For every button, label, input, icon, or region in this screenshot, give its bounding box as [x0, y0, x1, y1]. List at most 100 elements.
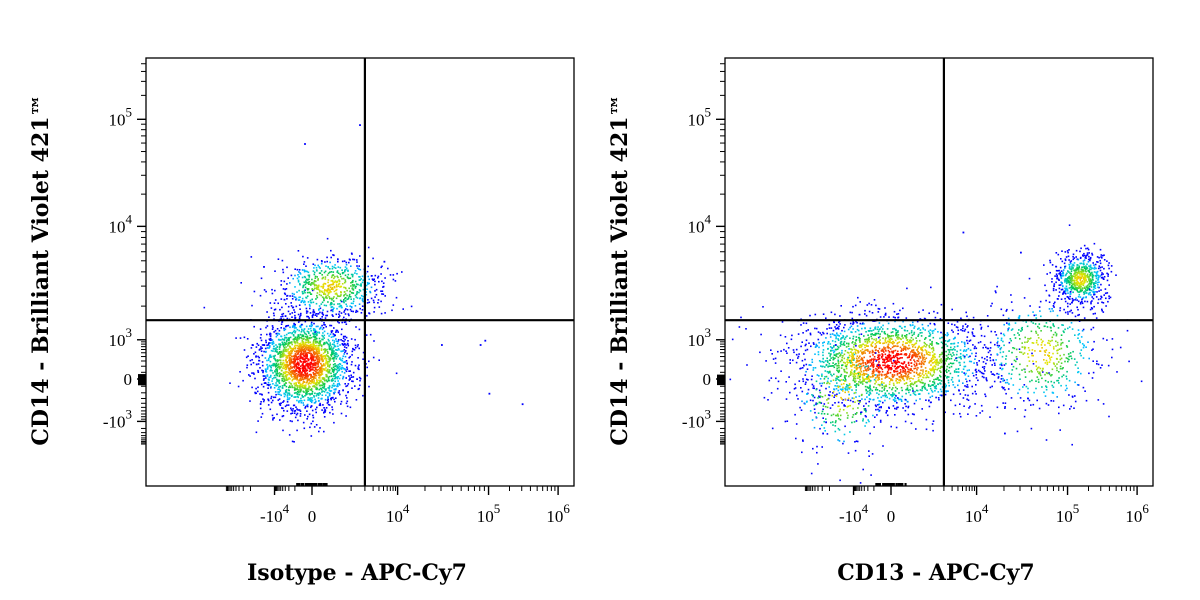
event-dot [319, 373, 322, 376]
event-dot [327, 368, 329, 371]
event-dot [302, 370, 304, 373]
event-dot [828, 394, 831, 397]
event-dot [876, 389, 879, 391]
event-dot [777, 350, 779, 353]
event-dot [860, 358, 862, 361]
event-dot [257, 363, 260, 365]
event-dot [837, 401, 840, 404]
event-dot [297, 313, 300, 316]
event-dot [270, 397, 272, 400]
event-dot [326, 290, 328, 293]
event-dot [307, 375, 309, 378]
event-dot [877, 365, 879, 368]
event-dot [382, 282, 385, 284]
event-dot [858, 402, 860, 405]
event-dot [350, 285, 352, 287]
event-dot [331, 397, 333, 399]
event-dot [836, 385, 838, 387]
event-dot [989, 416, 991, 418]
event-dot [333, 398, 335, 401]
event-dot [930, 369, 932, 372]
event-dot [333, 388, 335, 391]
event-dot [304, 291, 306, 294]
event-dot [855, 357, 858, 360]
event-dot [898, 341, 901, 343]
event-dot [913, 351, 916, 354]
event-dot [304, 357, 307, 359]
event-dot [308, 382, 310, 385]
event-dot [891, 394, 893, 396]
event-dot [926, 344, 928, 346]
event-dot [869, 398, 872, 401]
event-dot [356, 267, 359, 269]
event-dot [888, 406, 890, 409]
event-dot [306, 354, 308, 356]
event-dot [354, 272, 356, 274]
event-dot [855, 320, 857, 323]
event-dot [318, 359, 321, 361]
event-dot [300, 373, 303, 376]
event-dot [297, 349, 300, 352]
event-dot [929, 385, 932, 387]
event-dot [915, 364, 918, 367]
event-dot [285, 377, 288, 380]
event-dot [924, 349, 927, 351]
event-dot [324, 364, 326, 367]
event-dot [932, 361, 935, 364]
event-dot [282, 429, 284, 432]
event-dot [274, 348, 276, 350]
event-dot [279, 344, 281, 347]
event-dot [314, 329, 317, 332]
event-dot [949, 353, 952, 356]
event-dot [928, 312, 930, 314]
event-dot [303, 348, 306, 350]
event-dot [839, 385, 841, 388]
event-dot [340, 368, 343, 370]
event-dot [855, 391, 857, 394]
event-dot [302, 365, 305, 368]
event-dot [901, 366, 904, 368]
event-dot [922, 357, 924, 359]
event-dot [295, 391, 297, 394]
event-dot [339, 344, 341, 346]
event-dot [366, 374, 368, 377]
event-dot [266, 333, 268, 336]
event-dot [278, 381, 280, 383]
event-dot [806, 348, 809, 351]
offscale-event [307, 483, 310, 486]
event-dot [294, 352, 297, 355]
event-dot [927, 376, 930, 379]
event-dot [919, 380, 921, 383]
event-dot [897, 338, 899, 340]
event-dot [287, 348, 290, 350]
event-dot [326, 256, 328, 259]
event-dot [380, 273, 382, 275]
event-dot [882, 350, 884, 352]
event-dot [861, 376, 864, 378]
event-dot [873, 338, 875, 341]
event-dot [295, 385, 297, 387]
event-dot [337, 320, 339, 323]
event-dot [288, 373, 290, 375]
event-dot [278, 346, 281, 348]
event-dot [886, 357, 888, 359]
event-dot [307, 415, 309, 418]
event-dot [983, 376, 985, 379]
event-dot [318, 388, 320, 391]
event-dot [348, 356, 350, 359]
event-dot [336, 356, 338, 358]
event-dot [276, 413, 278, 416]
event-dot [817, 331, 820, 333]
event-dot [344, 361, 346, 364]
event-dot [828, 327, 831, 329]
event-dot [916, 340, 918, 342]
event-dot [338, 303, 341, 305]
event-dot [306, 341, 308, 344]
event-dot [324, 324, 326, 326]
event-dot [920, 363, 923, 365]
event-dot [957, 368, 960, 370]
event-dot [297, 299, 300, 301]
event-dot [333, 368, 336, 370]
event-dot [302, 404, 305, 406]
event-dot [382, 286, 384, 288]
